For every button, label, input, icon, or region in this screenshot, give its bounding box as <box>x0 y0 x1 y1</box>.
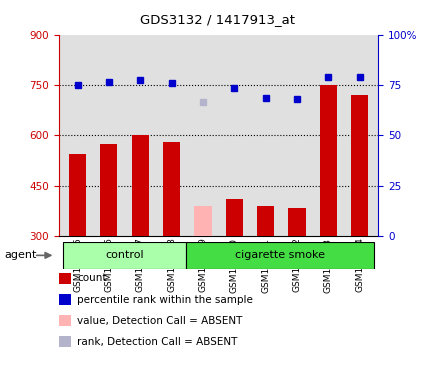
Text: agent: agent <box>4 250 36 260</box>
Text: control: control <box>105 250 144 260</box>
Text: count: count <box>77 273 107 283</box>
Bar <box>194 206 211 236</box>
Text: GDS3132 / 1417913_at: GDS3132 / 1417913_at <box>140 13 294 26</box>
Text: cigarette smoke: cigarette smoke <box>234 250 324 260</box>
Bar <box>185 242 373 269</box>
Bar <box>350 95 368 236</box>
Bar <box>288 208 305 236</box>
Text: rank, Detection Call = ABSENT: rank, Detection Call = ABSENT <box>77 337 237 347</box>
Bar <box>256 206 273 236</box>
Bar <box>132 136 148 236</box>
Bar <box>100 144 117 236</box>
Text: value, Detection Call = ABSENT: value, Detection Call = ABSENT <box>77 316 242 326</box>
Bar <box>69 154 86 236</box>
Bar <box>225 199 242 236</box>
Bar <box>319 85 336 236</box>
Bar <box>163 142 180 236</box>
Text: percentile rank within the sample: percentile rank within the sample <box>77 295 253 305</box>
Bar <box>63 242 185 269</box>
